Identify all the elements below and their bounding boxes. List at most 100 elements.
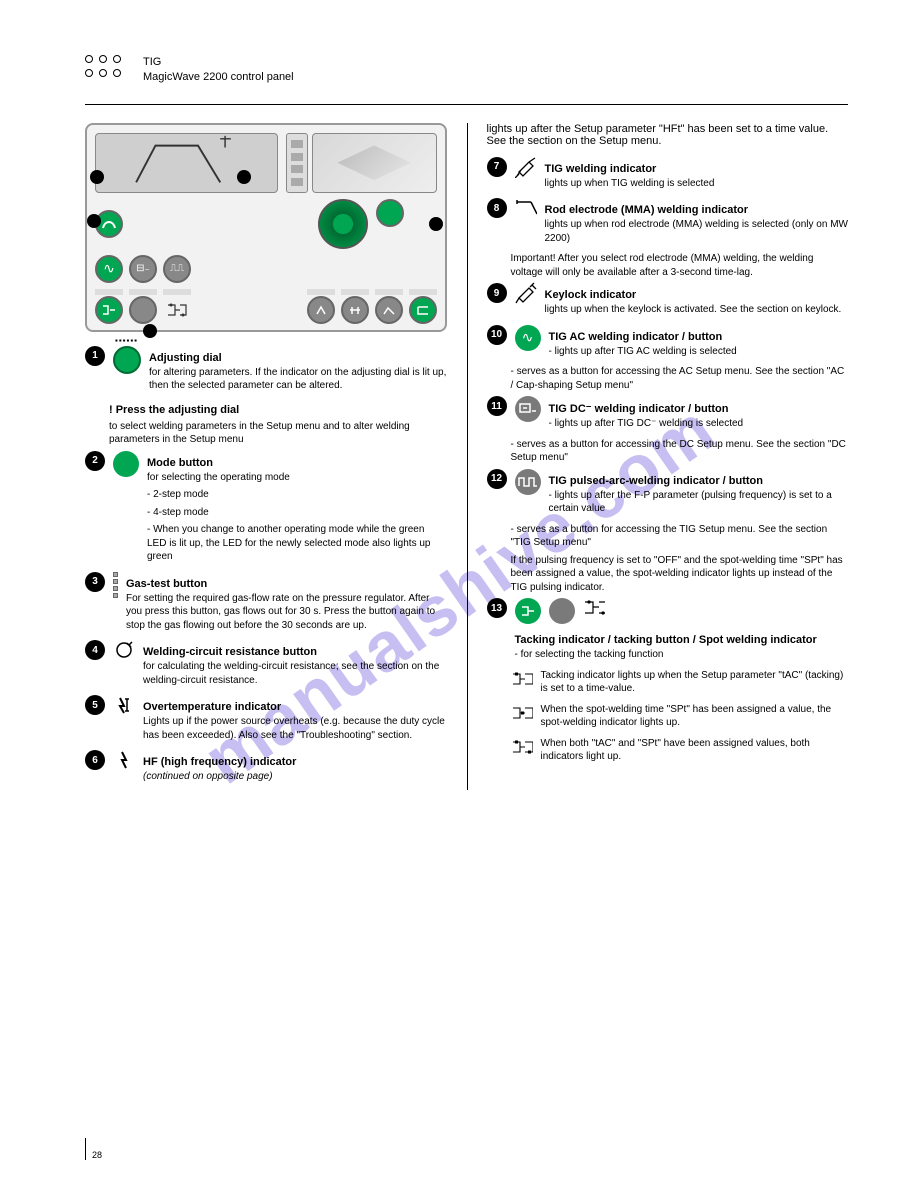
callout-7 — [90, 170, 104, 184]
tack-sub-b-icon — [511, 703, 533, 723]
entry-body: Lights up if the power source overheats … — [143, 715, 447, 742]
header-text: TIG MagicWave 2200 control panel — [143, 55, 294, 86]
entry-number: 7 — [487, 157, 507, 177]
page-header: TIG MagicWave 2200 control panel — [85, 55, 848, 86]
tack-sub-c-icon — [511, 737, 533, 757]
overtemp-icon — [113, 695, 135, 715]
entry-11: 11 TIG DC⁻ welding indicator / button - … — [487, 396, 849, 465]
entry-title: Keylock indicator — [545, 289, 849, 301]
entry-sub-body: If the pulsing frequency is set to "OFF"… — [511, 554, 849, 595]
entry-title: Tacking indicator / tacking button / Spo… — [515, 634, 849, 646]
entry-sub: - 2-step mode — [147, 488, 447, 502]
entry-12: 12 TIG pulsed-arc-welding indicator / bu… — [487, 469, 849, 595]
panel-btn-a — [307, 296, 335, 324]
adjusting-dial-icon — [113, 346, 141, 374]
gas-test-icon — [113, 572, 118, 598]
entry-10: 10 ∿ TIG AC welding indicator / button -… — [487, 325, 849, 393]
entry-number: 6 — [85, 750, 105, 770]
entry-number: 13 — [487, 598, 507, 618]
entry-sub-body: When both "tAC" and "SPt" have been assi… — [541, 737, 849, 764]
right-prelude: lights up after the Setup parameter "HFt… — [487, 123, 849, 147]
entry-sub: - 4-step mode — [147, 506, 447, 520]
panel-dc-button: ⊟₋ — [129, 255, 157, 283]
entry-5: 5 Overtemperature indicator Lights up if… — [85, 695, 447, 746]
page-footer: 28 — [85, 1138, 102, 1160]
entry-body: (continued on opposite page) — [143, 770, 447, 784]
entry-9: 9 Keylock indicator lights up when the k… — [487, 283, 849, 321]
entry-title: Mode button — [147, 457, 447, 469]
entry-number: 10 — [487, 325, 507, 345]
entry-title: HF (high frequency) indicator — [143, 756, 447, 768]
dcminus-button-icon — [515, 396, 541, 422]
entry-number: 8 — [487, 198, 507, 218]
entry-number: 9 — [487, 283, 507, 303]
entry-number: 5 — [85, 695, 105, 715]
manual-dotgrid-logo — [85, 55, 123, 79]
entry-body: For setting the required gas-flow rate o… — [126, 592, 447, 633]
entry-1: 1 ▪▪▪▪▪▪ Adjusting dial for altering par… — [85, 346, 447, 447]
entry-title: Adjusting dial — [149, 352, 447, 364]
tack-button-green-icon — [515, 598, 541, 624]
column-divider — [467, 123, 468, 790]
entry-title: Welding-circuit resistance button — [143, 646, 447, 658]
entry-title: TIG welding indicator — [545, 163, 849, 175]
panel-btn-d — [409, 296, 437, 324]
left-column: ∿ ⊟₋ ⎍⎍ — [85, 123, 467, 790]
panel-pulse-button: ⎍⎍ — [163, 255, 191, 283]
panel-graph-display — [95, 133, 278, 193]
entry-body: for calculating the welding-circuit resi… — [143, 660, 447, 687]
panel-adjusting-dial — [318, 199, 368, 249]
panel-spot-button — [129, 296, 157, 324]
entry-3: 3 Gas-test button For setting the requir… — [85, 572, 447, 637]
hf-icon — [113, 750, 135, 770]
entry-title: Rod electrode (MMA) welding indicator — [545, 204, 849, 216]
entry-sub-body: Tacking indicator lights up when the Set… — [541, 669, 849, 696]
entry-sub: - When you change to another operating m… — [147, 523, 447, 564]
entry-8: 8 Rod electrode (MMA) welding indicator … — [487, 198, 849, 279]
entry-number: 1 — [85, 346, 105, 366]
entry-sub-body: When the spot-welding time "SPt" has bee… — [541, 703, 849, 730]
entry-body: - lights up after the F-P parameter (pul… — [549, 489, 849, 516]
header-line2: MagicWave 2200 control panel — [143, 70, 294, 85]
entry-body: for altering parameters. If the indicato… — [149, 366, 447, 393]
control-panel-illustration: ∿ ⊟₋ ⎍⎍ — [85, 123, 447, 332]
entry-number: 2 — [85, 451, 105, 471]
entry-2: 2 Mode button for selecting the operatin… — [85, 451, 447, 568]
entry-title: Gas-test button — [126, 578, 447, 590]
right-column: lights up after the Setup parameter "HFt… — [467, 123, 849, 790]
entry-number: 12 — [487, 469, 507, 489]
entry-sub-body: to select welding parameters in the Setu… — [109, 420, 447, 447]
callout-1 — [429, 217, 443, 231]
pulse-button-icon — [515, 469, 541, 495]
panel-tack-icon — [163, 296, 191, 324]
panel-ac-button: ∿ — [95, 255, 123, 283]
two-column-layout: ∿ ⊟₋ ⎍⎍ — [85, 123, 848, 790]
callout-13 — [143, 324, 157, 338]
entry-body: lights up when rod electrode (MMA) weldi… — [545, 218, 849, 245]
entry-body: for selecting the operating mode — [147, 471, 447, 485]
electrode-icon — [515, 198, 537, 218]
entry-body: - lights up after TIG AC welding is sele… — [549, 345, 849, 359]
panel-btn-c — [375, 296, 403, 324]
entry-sub-body: - serves as a button for accessing the D… — [511, 438, 849, 465]
entry-body: lights up when the keylock is activated.… — [545, 303, 849, 317]
entry-sub-title: ! Press the adjusting dial — [109, 403, 447, 418]
panel-lcd-display — [312, 133, 437, 193]
callout-8 — [237, 170, 251, 184]
entry-title: TIG DC⁻ welding indicator / button — [549, 402, 849, 415]
entry-sub-body: Important! After you select rod electrod… — [511, 252, 849, 279]
page-number: 28 — [92, 1150, 102, 1160]
header-line1: TIG — [143, 55, 294, 70]
entry-number: 3 — [85, 572, 105, 592]
ac-button-icon: ∿ — [515, 325, 541, 351]
header-divider — [85, 104, 848, 105]
mode-button-icon — [113, 451, 139, 477]
entry-6: 6 HF (high frequency) indicator (continu… — [85, 750, 447, 788]
panel-tack-button — [95, 296, 123, 324]
panel-indicator-strip — [286, 133, 308, 193]
tig-torch-icon — [515, 157, 537, 177]
entry-title: Overtemperature indicator — [143, 701, 447, 713]
entry-number: 11 — [487, 396, 507, 416]
entry-body: - for selecting the tacking function — [515, 648, 849, 662]
callout-2 — [87, 214, 101, 228]
